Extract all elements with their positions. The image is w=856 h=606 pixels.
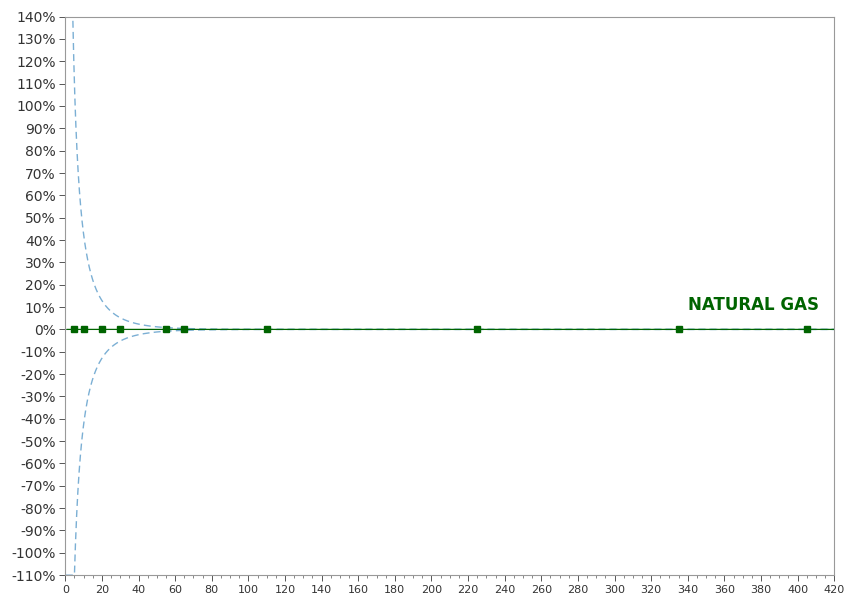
Text: NATURAL GAS: NATURAL GAS (688, 296, 819, 314)
